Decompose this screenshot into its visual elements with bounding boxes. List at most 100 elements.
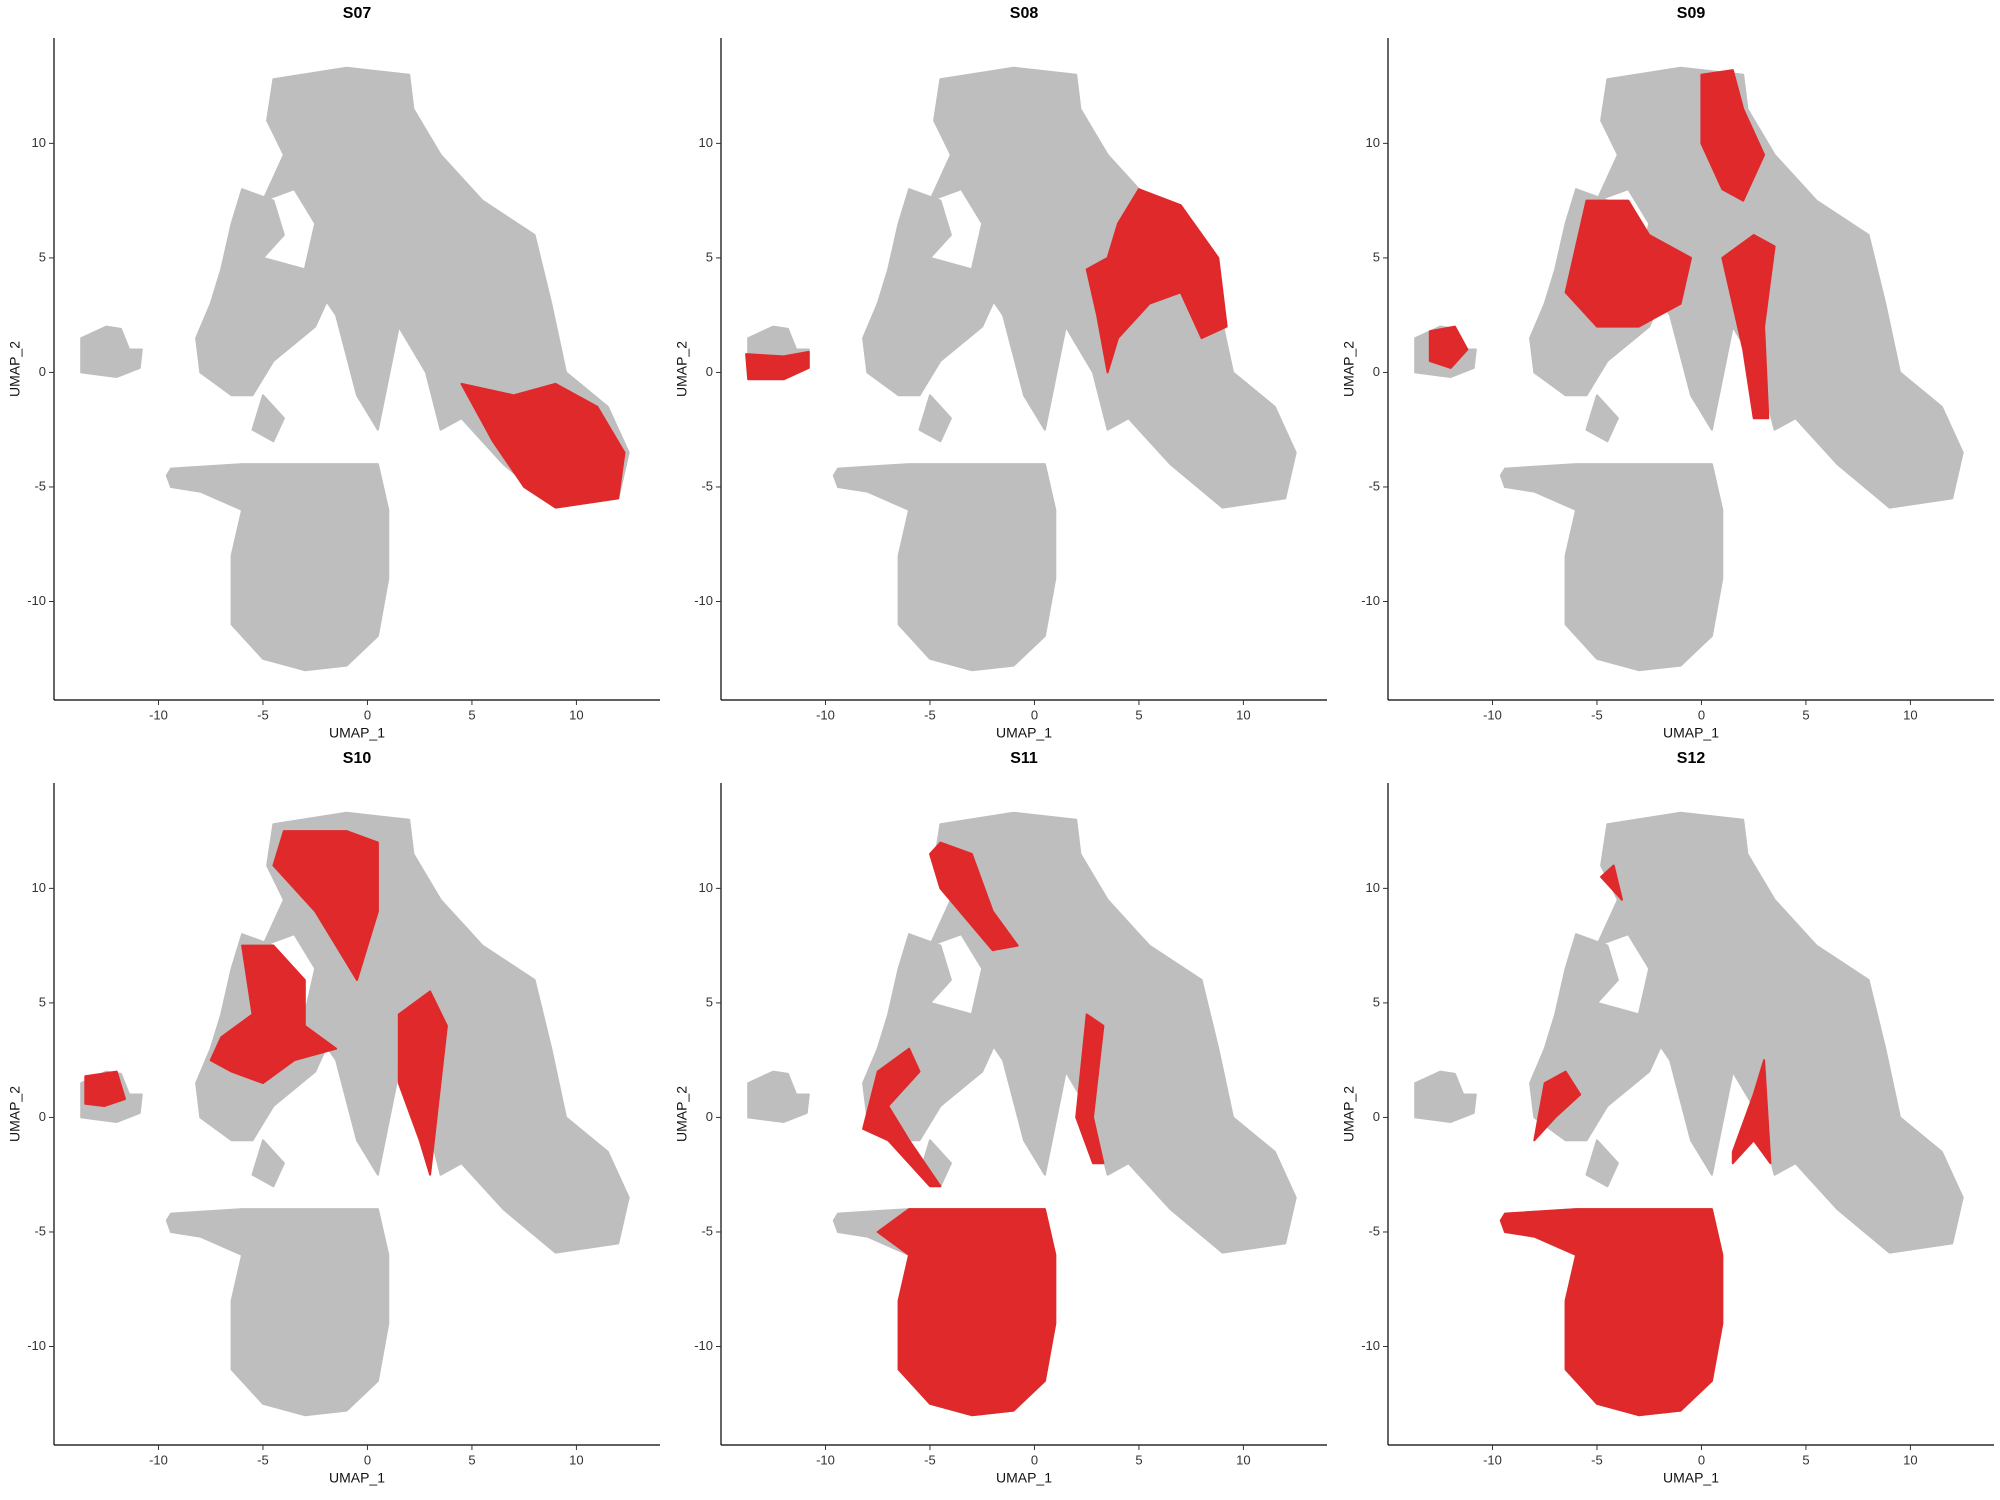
x-tick-label: 0 — [364, 707, 371, 722]
highlight-region — [1075, 1013, 1105, 1165]
panel-title: S11 — [1010, 750, 1038, 767]
cell-region — [165, 1208, 390, 1417]
cell-region — [832, 463, 1057, 672]
x-axis-label: UMAP_1 — [996, 1470, 1052, 1486]
x-tick-label: -5 — [924, 707, 936, 722]
x-tick-label: -5 — [1591, 1452, 1603, 1467]
highlight-region — [1428, 325, 1469, 369]
y-tick-label: 10 — [32, 135, 46, 150]
cell-region — [1596, 811, 1964, 1254]
cell-region — [1585, 394, 1619, 443]
cell-region — [1585, 1139, 1619, 1188]
y-axis-label: UMAP_2 — [1341, 341, 1357, 397]
x-tick-label: -10 — [1483, 1452, 1502, 1467]
highlight-region — [1731, 1059, 1772, 1165]
x-tick-label: -5 — [257, 707, 269, 722]
y-axis-label: UMAP_2 — [7, 341, 23, 397]
cell-region — [251, 394, 285, 443]
y-axis-label: UMAP_2 — [674, 1086, 690, 1142]
highlight-region — [1533, 1070, 1582, 1142]
y-tick-label: -5 — [1368, 478, 1380, 493]
highlight-region — [862, 1047, 942, 1188]
highlight-region — [460, 382, 626, 509]
y-tick-label: -10 — [27, 1338, 46, 1353]
highlight-region — [272, 830, 379, 981]
cell-region — [80, 325, 143, 378]
highlight-region — [876, 1208, 1057, 1417]
cell-region — [862, 188, 1005, 397]
y-tick-label: 10 — [1366, 135, 1380, 150]
x-tick-label: 10 — [569, 1452, 583, 1467]
panel-title: S10 — [343, 750, 372, 767]
panel-title: S09 — [1677, 5, 1706, 22]
x-tick-label: 10 — [1236, 707, 1250, 722]
y-tick-label: 0 — [1373, 364, 1380, 379]
y-tick-label: 0 — [706, 364, 713, 379]
y-tick-label: 0 — [39, 364, 46, 379]
y-tick-label: 10 — [699, 880, 713, 895]
y-tick-label: 5 — [39, 994, 46, 1009]
y-tick-label: -5 — [1368, 1223, 1380, 1238]
x-axis-label: UMAP_1 — [996, 725, 1052, 741]
x-tick-label: 5 — [1135, 1452, 1142, 1467]
highlight-region — [397, 990, 448, 1176]
highlight-region — [1085, 188, 1228, 374]
panel-title: S12 — [1677, 750, 1706, 767]
y-tick-label: -5 — [701, 1223, 713, 1238]
y-tick-label: 10 — [32, 880, 46, 895]
x-tick-label: 0 — [1031, 1452, 1038, 1467]
highlight-region — [929, 841, 1019, 952]
x-tick-label: 10 — [569, 707, 583, 722]
x-tick-label: 10 — [1903, 707, 1917, 722]
y-tick-label: -5 — [34, 478, 46, 493]
x-tick-label: 0 — [1031, 707, 1038, 722]
x-tick-label: 0 — [1698, 1452, 1705, 1467]
cell-region — [165, 463, 390, 672]
y-tick-label: 10 — [1366, 880, 1380, 895]
y-axis-label: UMAP_2 — [1341, 1086, 1357, 1142]
y-tick-label: -10 — [694, 593, 713, 608]
y-tick-label: -10 — [694, 1338, 713, 1353]
y-tick-label: -10 — [27, 593, 46, 608]
x-tick-label: -5 — [924, 1452, 936, 1467]
x-axis-label: UMAP_1 — [1663, 1470, 1719, 1486]
highlight-region — [745, 350, 810, 381]
x-tick-label: 0 — [1698, 707, 1705, 722]
y-tick-label: 5 — [1373, 994, 1380, 1009]
x-tick-label: -10 — [149, 1452, 168, 1467]
y-axis-label: UMAP_2 — [7, 1086, 23, 1142]
x-tick-label: 0 — [364, 1452, 371, 1467]
y-tick-label: 0 — [39, 1109, 46, 1124]
x-tick-label: -5 — [1591, 707, 1603, 722]
x-tick-label: -10 — [149, 707, 168, 722]
panel-title: S08 — [1010, 5, 1039, 22]
y-tick-label: -5 — [701, 478, 713, 493]
y-tick-label: -10 — [1361, 593, 1380, 608]
cell-region — [251, 1139, 285, 1188]
y-tick-label: -10 — [1361, 1338, 1380, 1353]
x-tick-label: 5 — [1802, 707, 1809, 722]
cell-region — [929, 811, 1297, 1254]
y-tick-label: 10 — [699, 135, 713, 150]
x-tick-label: -10 — [816, 1452, 835, 1467]
highlight-region — [209, 944, 338, 1085]
highlight-region — [1721, 234, 1776, 420]
x-tick-label: 5 — [468, 707, 475, 722]
cell-region — [747, 1070, 810, 1123]
x-tick-label: -10 — [1483, 707, 1502, 722]
y-tick-label: 0 — [1373, 1109, 1380, 1124]
x-tick-label: 10 — [1903, 1452, 1917, 1467]
panel-title: S07 — [343, 5, 372, 22]
highlight-region — [1700, 69, 1766, 202]
cell-region — [1499, 463, 1724, 672]
y-tick-label: 5 — [1373, 249, 1380, 264]
x-axis-label: UMAP_1 — [1663, 725, 1719, 741]
x-axis-label: UMAP_1 — [329, 1470, 385, 1486]
x-tick-label: 10 — [1236, 1452, 1250, 1467]
cell-region — [1414, 1070, 1477, 1123]
y-tick-label: 5 — [706, 994, 713, 1009]
x-tick-label: -5 — [257, 1452, 269, 1467]
y-axis-label: UMAP_2 — [674, 341, 690, 397]
